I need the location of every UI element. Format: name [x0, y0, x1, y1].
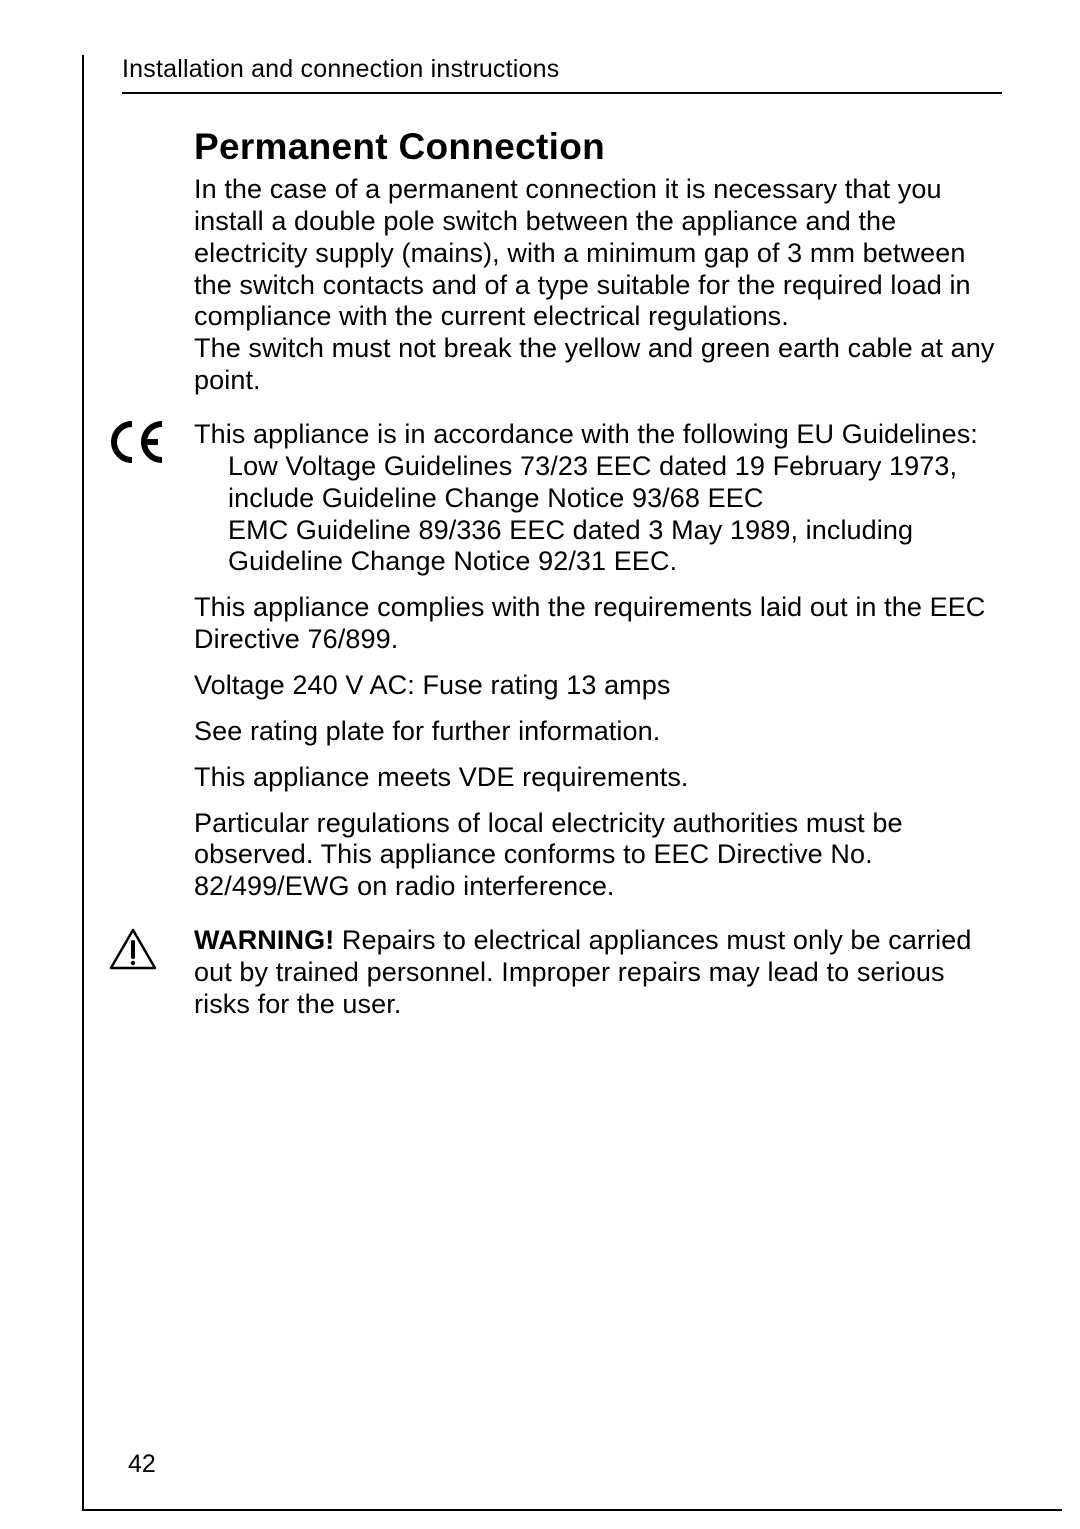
- page-frame: Installation and connection instructions…: [82, 55, 1062, 1511]
- ce-text: This appliance is in accordance with the…: [194, 419, 1000, 578]
- rating-plate-note: See rating plate for further information…: [194, 716, 1000, 748]
- warning-block: WARNING! Repairs to electrical appliance…: [84, 925, 1000, 1021]
- ce-guideline-2: EMC Guideline 89/336 EEC dated 3 May 198…: [194, 515, 1000, 579]
- page-number: 42: [128, 1450, 156, 1479]
- voltage-fuse: Voltage 240 V AC: Fuse rating 13 amps: [194, 670, 1000, 702]
- compliance-directive: This appliance complies with the require…: [194, 592, 1000, 656]
- ce-guideline-1: Low Voltage Guidelines 73/23 EEC dated 1…: [194, 451, 1000, 515]
- vde-note: This appliance meets VDE requirements.: [194, 762, 1000, 794]
- warning-label: WARNING!: [194, 925, 342, 955]
- intro-paragraph-1: In the case of a permanent connection it…: [194, 174, 1000, 333]
- page-content: Permanent Connection In the case of a pe…: [84, 94, 1062, 1021]
- ce-mark-icon: [84, 419, 194, 463]
- warning-triangle-icon: [84, 925, 194, 971]
- section-heading: Permanent Connection: [194, 126, 1000, 168]
- warning-text: WARNING! Repairs to electrical appliance…: [194, 925, 1000, 1021]
- intro-paragraph-2: The switch must not break the yellow and…: [194, 333, 1000, 397]
- page-header: Installation and connection instructions: [84, 55, 1062, 94]
- local-regulations: Particular regulations of local electric…: [194, 808, 1000, 904]
- ce-block: This appliance is in accordance with the…: [84, 419, 1000, 578]
- header-text: Installation and connection instructions: [122, 55, 1062, 84]
- ce-lead: This appliance is in accordance with the…: [194, 419, 978, 449]
